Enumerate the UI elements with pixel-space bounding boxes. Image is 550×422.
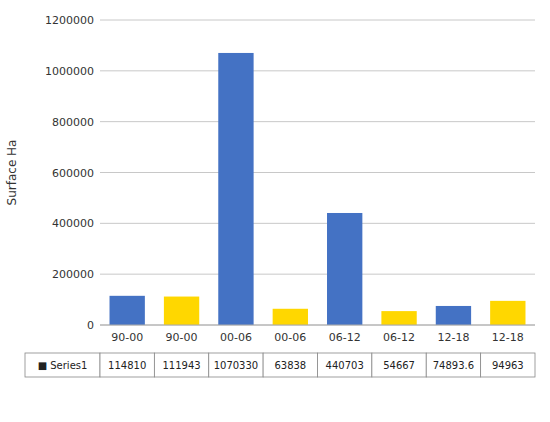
data-table: ■ Series1 114810 111943 1070330 63838 440703 5… [25, 353, 535, 377]
bar [110, 296, 145, 325]
chart: 0 200000 400000 600000 800000 1000000 1200000 S… [0, 0, 550, 422]
bar [381, 311, 416, 325]
data-label: 74893.6 [433, 360, 474, 371]
x-tick-label: 90-00 [166, 331, 198, 344]
bar [164, 297, 199, 325]
chart-container: 0 200000 400000 600000 800000 1000000 1200000 S… [0, 0, 550, 422]
x-axis-line [100, 325, 535, 326]
bar [218, 53, 253, 325]
grid [100, 20, 535, 325]
data-label: 111943 [162, 360, 200, 371]
grid-line [100, 121, 535, 122]
table-cell [209, 353, 263, 377]
data-label: 440703 [326, 360, 364, 371]
y-axis-label: Surface Ha [5, 140, 19, 206]
bar [273, 309, 308, 325]
bar [490, 301, 525, 325]
data-label: 54667 [383, 360, 415, 371]
y-tick-label: 400000 [52, 217, 94, 230]
grid-line [100, 70, 535, 71]
y-tick-label: 0 [87, 319, 94, 332]
table-cell [481, 353, 535, 377]
table-cell [318, 353, 372, 377]
data-label: 63838 [274, 360, 306, 371]
data-label: 1070330 [214, 360, 259, 371]
data-label: 94963 [492, 360, 524, 371]
data-label: 114810 [108, 360, 146, 371]
y-tick-label: 800000 [52, 116, 94, 129]
bar [436, 306, 471, 325]
y-tick-label: 1000000 [45, 65, 94, 78]
grid-line [100, 172, 535, 173]
grid-line [100, 274, 535, 275]
table-cell [263, 353, 317, 377]
grid-line [100, 20, 535, 21]
legend-entry: ■ Series1 [38, 360, 88, 371]
table-cell [372, 353, 426, 377]
x-tick-label: 12-18 [492, 331, 524, 344]
grid-line [100, 223, 535, 224]
y-tick-label: 600000 [52, 167, 94, 180]
table-cell [154, 353, 208, 377]
y-tick-label: 200000 [52, 268, 94, 281]
x-tick-label: 12-18 [437, 331, 469, 344]
x-tick-label: 06-12 [383, 331, 415, 344]
table-cell [426, 353, 480, 377]
x-tick-label: 90-00 [111, 331, 143, 344]
y-tick-label: 1200000 [45, 14, 94, 27]
x-tick-label: 00-06 [220, 331, 252, 344]
grid-line [100, 325, 535, 326]
x-tick-label: 00-06 [274, 331, 306, 344]
bars [110, 53, 526, 325]
table-cell [25, 353, 100, 377]
x-tick-label: 06-12 [329, 331, 361, 344]
bar [327, 213, 362, 325]
table-cell [100, 353, 154, 377]
